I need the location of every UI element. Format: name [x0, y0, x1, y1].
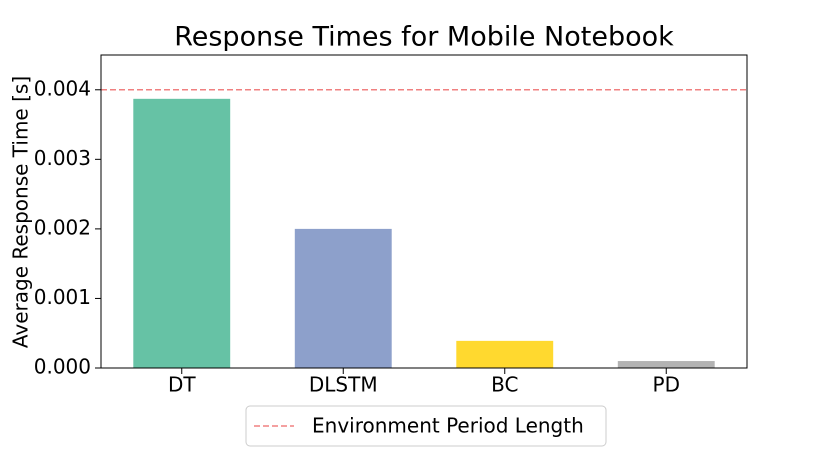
legend-box [245, 405, 607, 447]
y-tick-label: 0.003 [34, 146, 91, 170]
x-tick-label: DLSTM [309, 373, 378, 397]
y-tick-label: 0.000 [34, 355, 91, 379]
y-tick-label: 0.002 [34, 215, 91, 239]
x-tick-label: DT [168, 373, 196, 397]
legend-label: Environment Period Length [312, 414, 584, 438]
chart-title: Response Times for Mobile Notebook [174, 22, 674, 53]
x-tick-label: PD [653, 373, 680, 397]
plot-frame [100, 54, 748, 369]
bar [456, 340, 554, 368]
y-tick-label: 0.001 [34, 285, 91, 309]
y-tick-label: 0.004 [34, 76, 91, 100]
x-tick-label: BC [491, 373, 518, 397]
bar [617, 361, 715, 368]
bar [133, 98, 231, 368]
bar [294, 228, 392, 368]
y-axis-label: Average Response Time [s] [9, 76, 33, 348]
